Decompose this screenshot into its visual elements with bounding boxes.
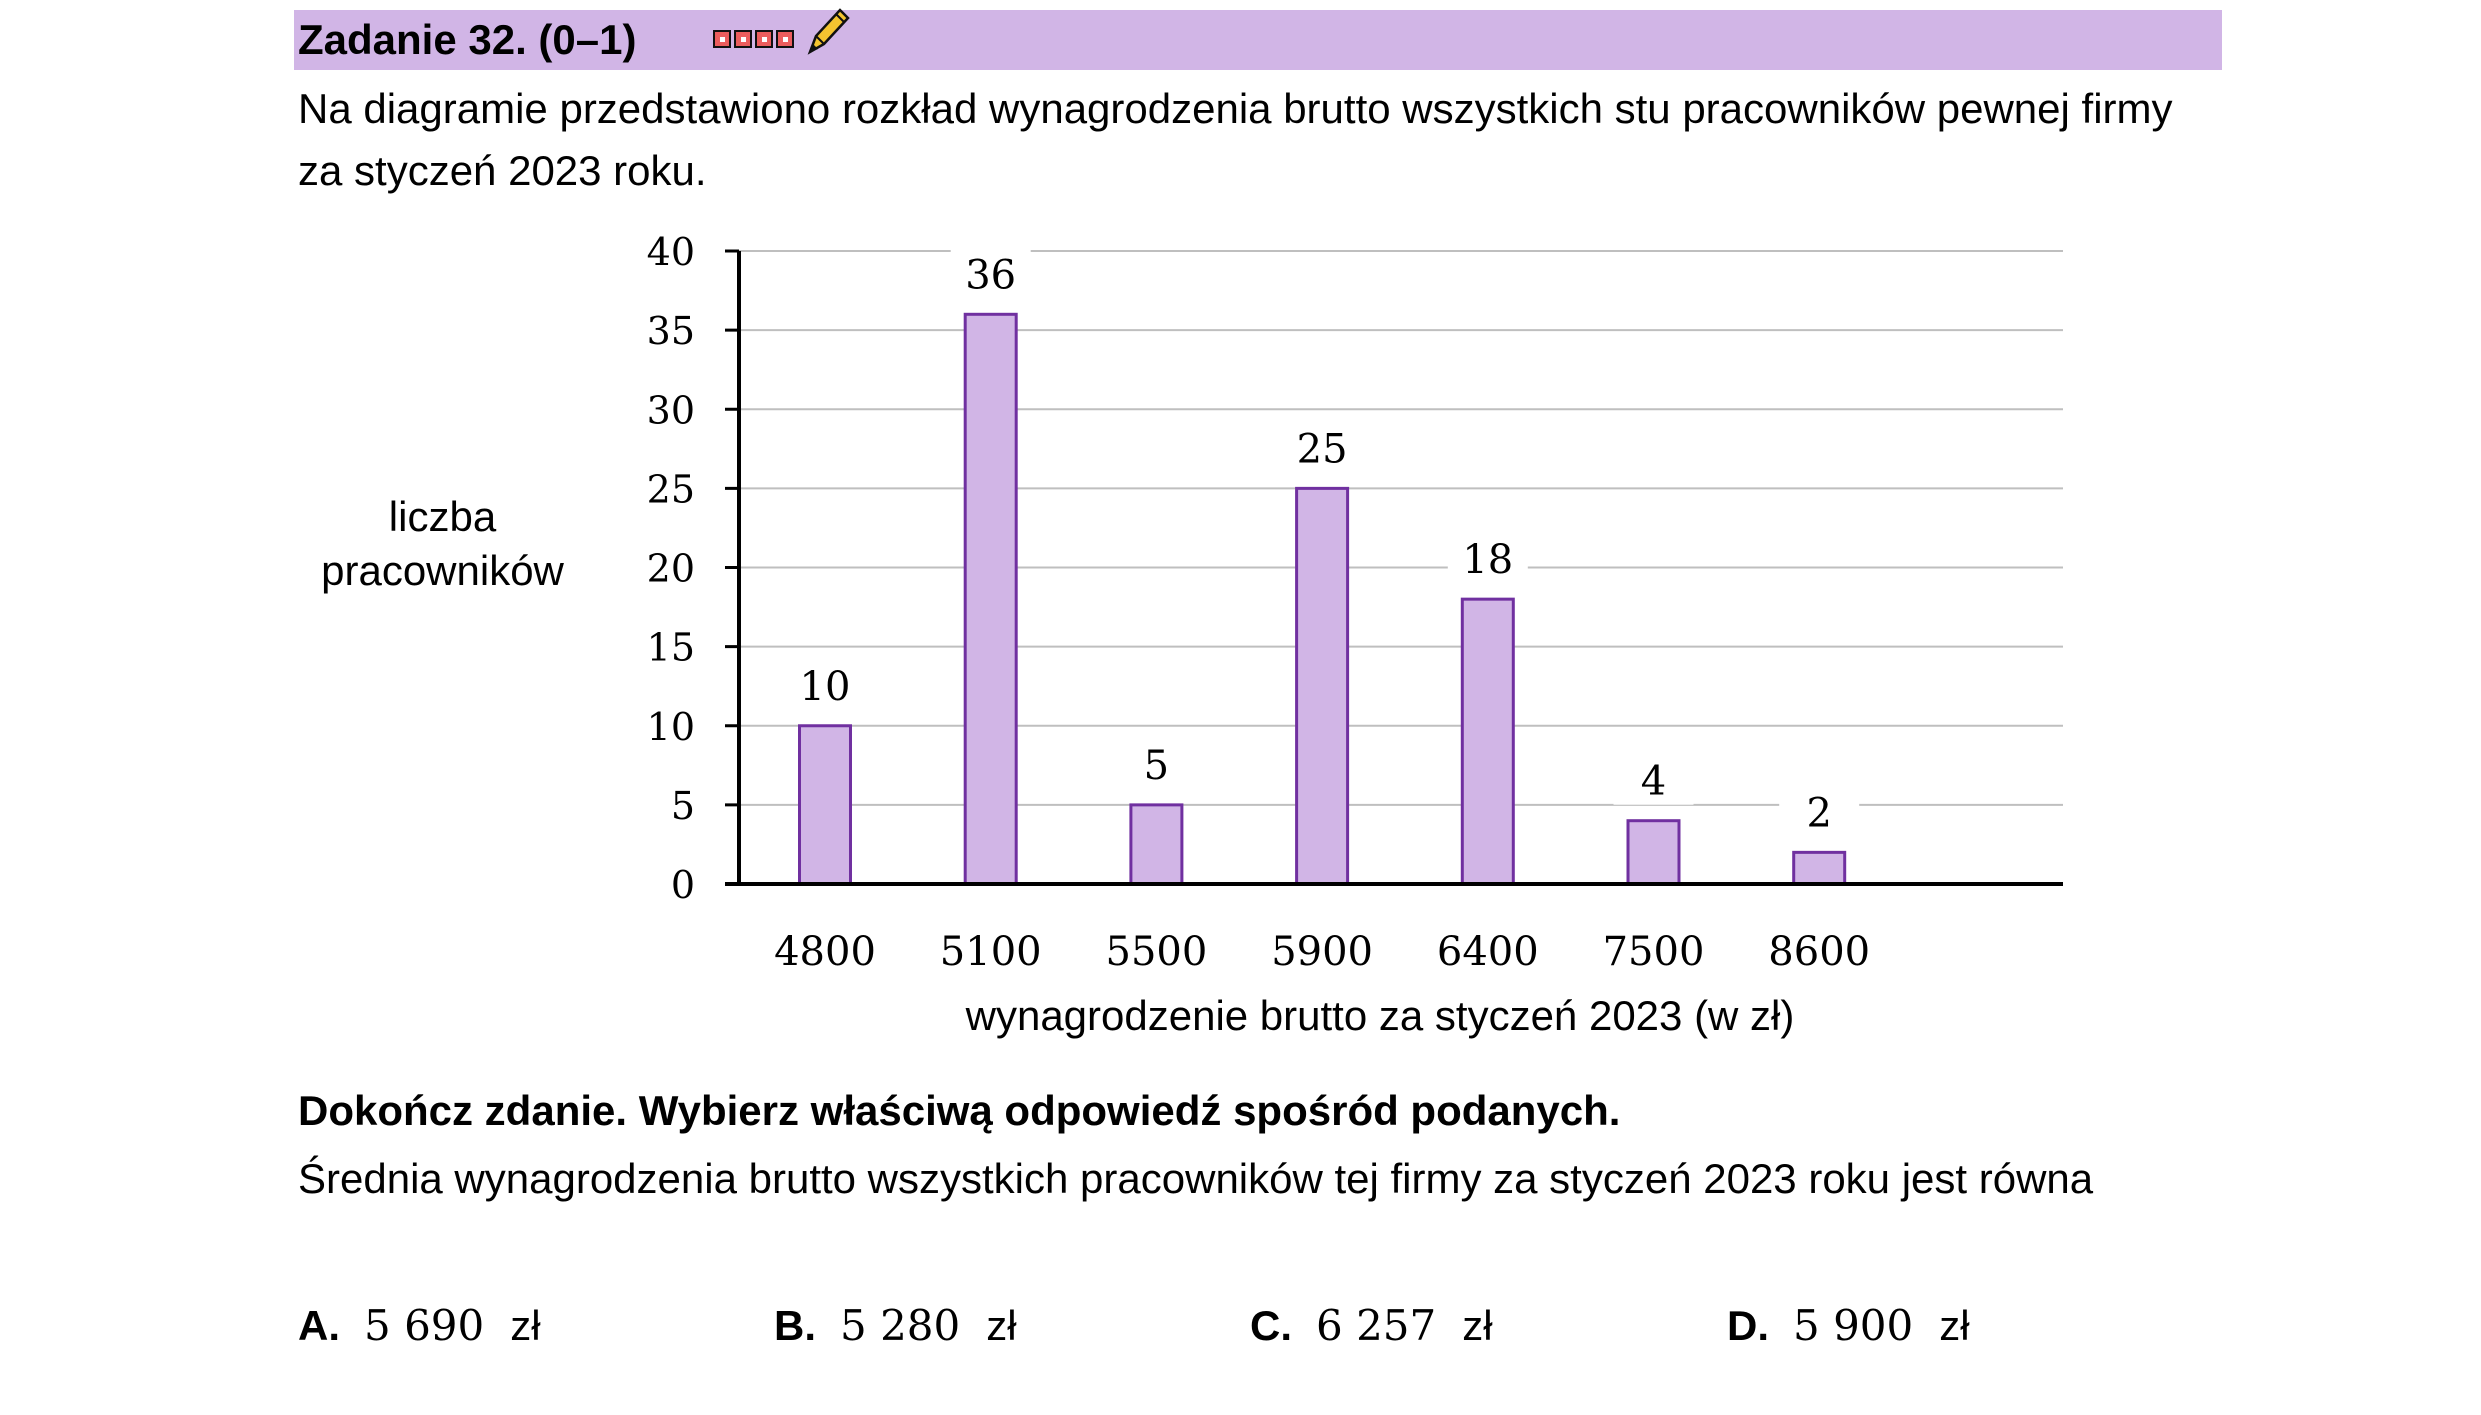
bar xyxy=(1129,803,1184,886)
data-label: 5 xyxy=(1144,743,1169,789)
y-tick-label: 15 xyxy=(647,626,695,670)
option-value: 6 257 xyxy=(1316,1301,1437,1350)
option-letter: A. xyxy=(298,1302,340,1349)
y-tick-label: 0 xyxy=(671,863,695,907)
x-tick-label: 5500 xyxy=(1106,929,1208,975)
option-value: 5 690 xyxy=(364,1301,485,1350)
data-label: 2 xyxy=(1806,790,1831,836)
data-label-background xyxy=(1116,736,1197,789)
y-tick-label: 40 xyxy=(647,230,695,274)
answer-option-a[interactable]: A. 5 690 zł xyxy=(298,1298,541,1354)
answer-option-c[interactable]: C. 6 257 zł xyxy=(1250,1298,1493,1354)
instruction-text: Dokończ zdanie. Wybierz właściwą odpowie… xyxy=(298,1087,1621,1134)
y-axis-label: liczba pracowników xyxy=(300,490,585,598)
option-unit: zł xyxy=(510,1302,541,1349)
option-letter: C. xyxy=(1250,1302,1292,1349)
data-label-background xyxy=(785,657,865,710)
x-tick-label: 4800 xyxy=(774,929,876,975)
data-label: 36 xyxy=(965,252,1016,298)
option-letter: D. xyxy=(1727,1302,1769,1349)
y-tick-label: 5 xyxy=(671,784,695,828)
data-label-background xyxy=(950,246,1031,299)
task-title: Zadanie 32. (0–1) xyxy=(298,16,637,63)
data-label: 10 xyxy=(800,664,851,710)
option-value: 5 900 xyxy=(1793,1301,1914,1350)
difficulty-squares-icon xyxy=(713,27,797,53)
bar xyxy=(1295,486,1350,886)
task-header-bar xyxy=(294,10,2222,70)
bar xyxy=(1460,597,1515,886)
option-unit: zł xyxy=(986,1302,1017,1349)
bar xyxy=(963,312,1018,886)
data-label-background xyxy=(1613,752,1694,805)
y-tick-label: 35 xyxy=(647,309,695,353)
option-unit: zł xyxy=(1462,1302,1493,1349)
bar xyxy=(798,724,852,886)
y-tick-label: 25 xyxy=(647,467,695,511)
bar xyxy=(1792,850,1847,886)
data-label-background xyxy=(1447,531,1528,584)
y-tick-label: 10 xyxy=(647,705,695,749)
x-tick-label: 5900 xyxy=(1271,929,1373,975)
intro-text: Na diagramie przedstawiono rozkład wynag… xyxy=(298,85,2173,194)
answer-option-d[interactable]: D. 5 900 zł xyxy=(1727,1298,1970,1354)
x-tick-label: 8600 xyxy=(1768,929,1870,975)
data-label: 18 xyxy=(1462,537,1513,583)
option-letter: B. xyxy=(774,1302,816,1349)
data-label: 4 xyxy=(1641,759,1666,805)
answer-option-b[interactable]: B. 5 280 zł xyxy=(774,1298,1017,1354)
y-axis-label-line: liczba xyxy=(388,493,497,540)
x-tick-label: 5100 xyxy=(940,929,1042,975)
y-tick-label: 20 xyxy=(647,547,695,591)
x-tick-label: 7500 xyxy=(1603,929,1705,975)
bar xyxy=(1626,819,1681,886)
pencil-icon xyxy=(807,8,850,55)
data-label: 25 xyxy=(1297,426,1348,472)
question-text: Średnia wynagrodzenia brutto wszystkich … xyxy=(298,1155,2094,1202)
y-tick-label: 30 xyxy=(647,388,695,432)
x-axis-label: wynagrodzenie brutto za styczeń 2023 (w … xyxy=(965,992,1795,1039)
y-axis-label-line: pracowników xyxy=(321,547,564,594)
x-tick-label: 6400 xyxy=(1437,929,1539,975)
option-value: 5 280 xyxy=(840,1301,961,1350)
data-label-background xyxy=(1779,784,1860,837)
option-unit: zł xyxy=(1939,1302,1970,1349)
data-label-background xyxy=(1282,420,1363,473)
